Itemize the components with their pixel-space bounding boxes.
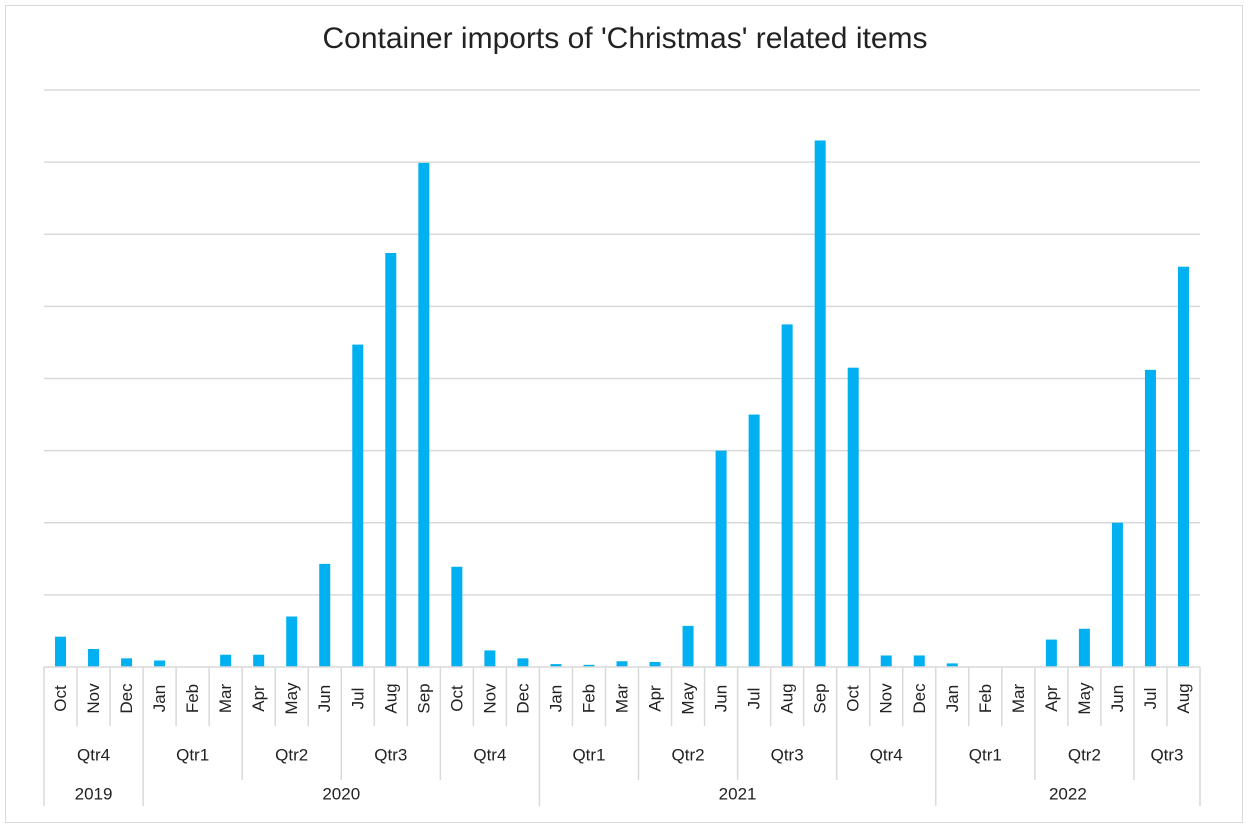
bar [451,566,463,667]
quarter-label: Qtr1 [572,746,605,765]
month-tick-label: Jul [745,688,764,710]
year-label: 2019 [75,785,113,804]
month-tick-label: Apr [1042,685,1061,712]
month-tick-label: Nov [84,683,103,714]
bar [418,162,430,667]
bar [1078,628,1090,667]
month-tick-label: Oct [51,685,70,712]
bar [946,663,958,667]
month-tick-label: Aug [1174,683,1193,713]
month-tick-label: Jan [943,685,962,712]
month-tick-label: Oct [447,685,466,712]
month-tick-label: Mar [613,684,632,714]
bar [616,661,628,667]
quarter-label: Qtr3 [374,746,407,765]
month-tick-label: Sep [811,683,830,713]
month-tick-label: Jun [1108,685,1127,712]
month-tick-label: Sep [414,683,433,713]
year-label: 2022 [1049,785,1087,804]
month-tick-label: Jan [150,685,169,712]
bar [286,616,298,667]
month-tick-label: Feb [183,684,202,713]
bar [748,414,760,667]
month-tick-label: May [679,682,698,715]
quarter-label: Qtr1 [969,746,1002,765]
month-tick-label: May [1075,682,1094,715]
month-tick-label: Nov [877,683,896,714]
bar [253,654,265,667]
month-tick-label: Jul [348,688,367,710]
chart-area [5,5,1243,823]
quarter-label: Qtr2 [672,746,705,765]
bar [1177,266,1189,667]
bar [1045,639,1057,667]
month-tick-label: Apr [249,685,268,712]
bar [319,563,331,667]
month-tick-label: Jun [315,685,334,712]
bar [517,658,529,667]
month-tick-label: Aug [778,683,797,713]
bar [583,664,595,667]
quarter-label: Qtr3 [771,746,804,765]
bar [847,367,859,667]
bar [814,140,826,668]
quarter-label: Qtr4 [77,746,110,765]
bar [1111,522,1123,667]
chart-title: Container imports of 'Christmas' related… [322,22,928,55]
bar [88,648,100,667]
bar [154,660,166,667]
bar [781,324,793,667]
bar [1144,369,1156,667]
bar [682,625,694,667]
month-tick-label: Jan [546,685,565,712]
month-tick-label: Oct [844,685,863,712]
quarter-label: Qtr3 [1150,746,1183,765]
bar [55,636,67,667]
month-tick-label: Dec [117,683,136,714]
month-tick-label: Nov [480,683,499,714]
quarter-label: Qtr2 [1068,746,1101,765]
quarter-label: Qtr4 [473,746,506,765]
bar [715,450,727,667]
quarter-label: Qtr1 [176,746,209,765]
month-tick-label: Jun [712,685,731,712]
bar [121,658,133,667]
month-tick-label: Dec [910,683,929,714]
bar [649,661,661,667]
month-tick-label: Jul [1141,688,1160,710]
bar [913,655,925,667]
quarter-label: Qtr2 [275,746,308,765]
quarter-label: Qtr4 [870,746,903,765]
month-tick-label: May [282,682,301,715]
month-tick-label: Feb [976,684,995,713]
month-tick-label: Feb [579,684,598,713]
month-tick-label: Mar [1009,684,1028,714]
month-tick-label: Mar [216,684,235,714]
bar [220,654,232,667]
month-tick-label: Apr [646,685,665,712]
bar [484,650,496,667]
bar [385,253,397,667]
bar [550,664,562,667]
month-tick-label: Dec [513,683,532,714]
year-label: 2020 [322,785,360,804]
bar [880,655,892,667]
bar [352,344,364,667]
year-label: 2021 [719,785,757,804]
month-tick-label: Aug [381,683,400,713]
